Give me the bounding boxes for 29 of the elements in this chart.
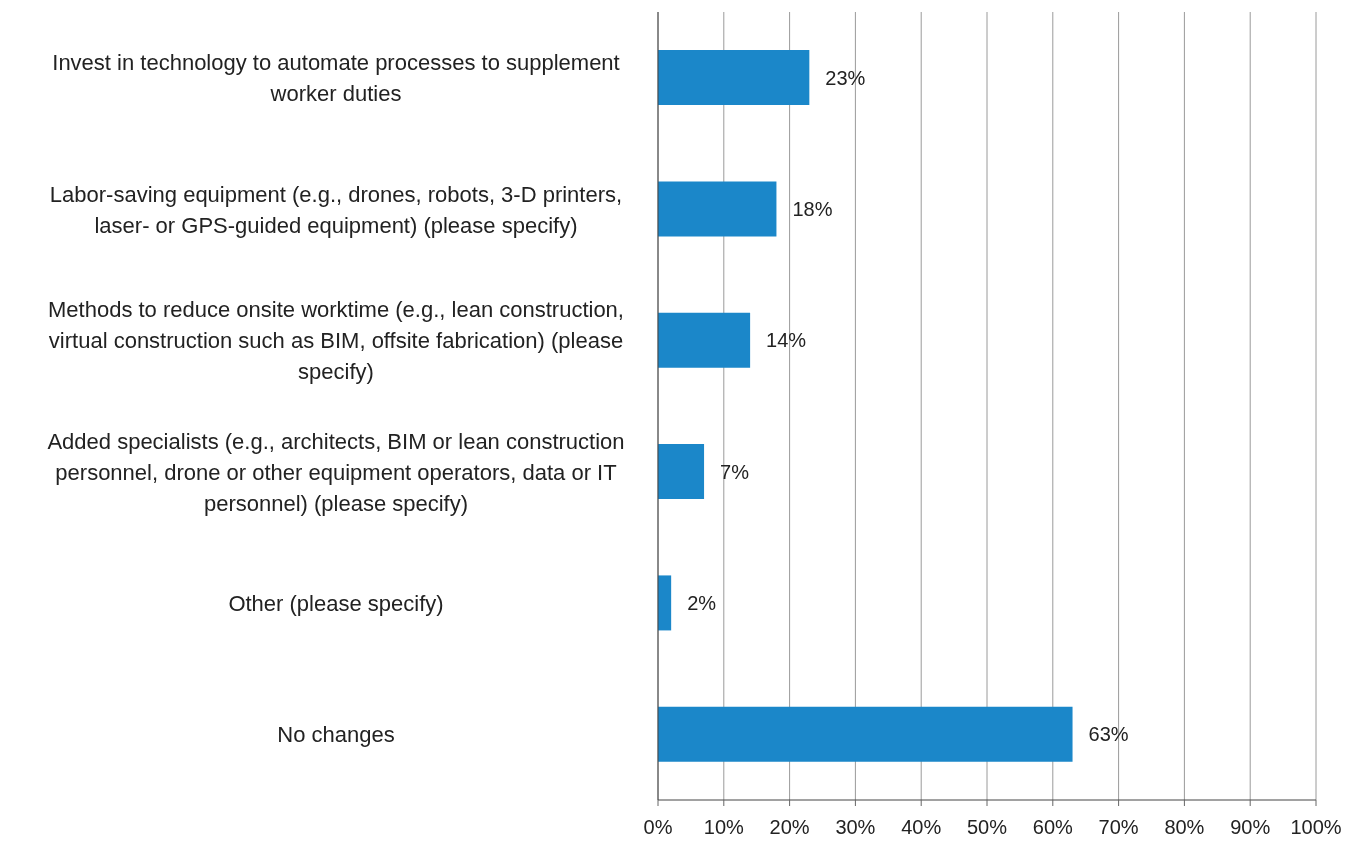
data-label: 23% — [825, 66, 866, 89]
y-tick-label: Methods to reduce onsite worktime (e.g., lean construction, virtual construction such as BIM, offsite fabrication) (please specify) — [48, 296, 624, 384]
x-tick-label: 50% — [966, 816, 1008, 839]
bar — [658, 50, 810, 106]
data-label: 18% — [792, 198, 833, 221]
y-tick-label: Invest in technology to automate processes to supplement worker duties — [52, 49, 620, 106]
x-tick-label: 20% — [769, 816, 810, 839]
y-tick-label: Other (please specify) — [228, 590, 444, 616]
bar — [658, 706, 1073, 762]
bar — [658, 181, 777, 237]
data-label: 14% — [766, 329, 807, 352]
x-tick-label: 30% — [835, 816, 876, 839]
y-tick-label: Labor-saving equipment (e.g., drones, robots, 3-D printers, laser- or GPS-guided equipment) (please specify) — [49, 181, 623, 237]
data-label: 63% — [1088, 723, 1129, 746]
data-label: 2% — [687, 592, 717, 615]
bar — [658, 575, 672, 631]
x-tick-label: 0% — [643, 816, 673, 839]
x-tick-label: 70% — [1098, 816, 1139, 839]
y-tick-label: Added specialists (e.g., architects, BIM or lean construction personnel, drone or other equipment operators, data or IT personnel) (please specify) — [47, 428, 625, 516]
y-tick-label: No changes — [277, 721, 395, 747]
x-tick-label: 80% — [1164, 816, 1205, 839]
bar — [658, 444, 705, 500]
x-tick-label: 100% — [1290, 816, 1342, 839]
data-label: 7% — [720, 460, 750, 483]
x-tick-label: 40% — [901, 816, 942, 839]
x-tick-label: 10% — [703, 816, 745, 839]
bar — [658, 312, 751, 368]
x-tick-label: 90% — [1230, 816, 1271, 839]
x-tick-label: 60% — [1032, 816, 1074, 839]
